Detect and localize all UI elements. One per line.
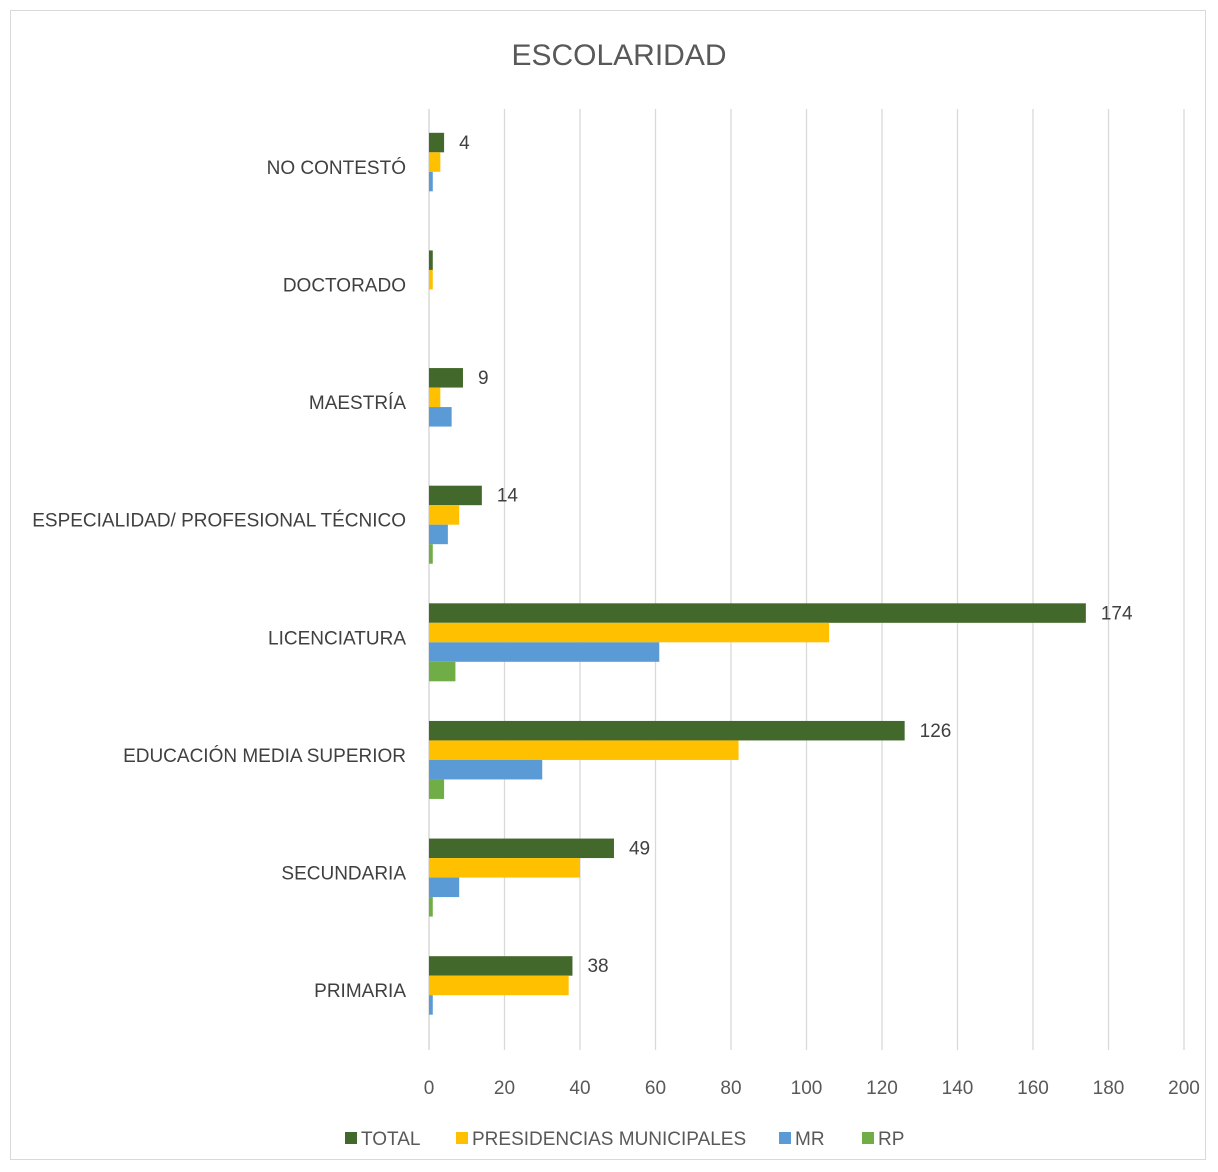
- x-tick-label: 200: [1168, 1078, 1200, 1099]
- x-tick-label: 180: [1093, 1078, 1125, 1099]
- category-label: ESPECIALIDAD/ PROFESIONAL TÉCNICO: [32, 511, 406, 532]
- gridlines: [428, 109, 1185, 1050]
- legend-label-rp: RP: [878, 1129, 904, 1150]
- bar-mr: [429, 759, 543, 780]
- data-label: 126: [920, 721, 952, 742]
- bar-mr: [429, 642, 660, 662]
- x-axis-tick-labels: 0 20 40 60 80 100 120 140 160 180 200: [424, 1078, 1200, 1099]
- category-label: MAESTRÍA: [309, 393, 406, 414]
- bar-presidencias-municipales: [429, 505, 460, 525]
- category-label: NO CONTESTÓ: [267, 157, 406, 179]
- bar-total: [429, 250, 433, 270]
- data-label: 49: [629, 839, 650, 860]
- bar-mr: [429, 407, 452, 427]
- bar-total: [429, 838, 614, 859]
- bar-presidencias-municipales: [429, 740, 739, 760]
- x-tick-label: 80: [720, 1078, 741, 1099]
- bar-presidencias-municipales: [429, 387, 441, 408]
- bar-total: [429, 603, 1086, 623]
- category-label: DOCTORADO: [283, 275, 406, 296]
- legend-swatch-presidencias-municipales: [456, 1132, 468, 1144]
- x-tick-label: 120: [866, 1078, 898, 1099]
- x-tick-label: 60: [645, 1078, 666, 1099]
- bar-mr: [429, 995, 433, 1015]
- category-label: LICENCIATURA: [268, 628, 406, 649]
- x-tick-label: 40: [569, 1078, 590, 1099]
- bar-presidencias-municipales: [429, 975, 569, 996]
- x-tick-label: 100: [791, 1078, 823, 1099]
- bar-mr: [429, 877, 460, 898]
- chart-area: [10, 10, 1206, 1160]
- bar-total: [429, 368, 463, 388]
- x-tick-label: 20: [494, 1078, 515, 1099]
- bar-rp: [429, 897, 433, 917]
- bar-total: [429, 720, 905, 741]
- category-label: SECUNDARIA: [281, 864, 406, 885]
- legend-swatch-mr: [779, 1132, 791, 1144]
- category-labels: PRIMARIA SECUNDARIA EDUCACIÓN MEDIA SUPERI…: [32, 157, 406, 1002]
- data-label: 174: [1101, 603, 1133, 624]
- x-tick-label: 140: [942, 1078, 974, 1099]
- data-label: 38: [587, 956, 608, 977]
- bar-rp: [429, 661, 456, 682]
- legend: TOTAL PRESIDENCIAS MUNICIPALES MR RP: [345, 1129, 904, 1150]
- legend-label-mr: MR: [795, 1129, 825, 1150]
- bar-presidencias-municipales: [429, 858, 580, 878]
- legend-swatch-total: [345, 1132, 357, 1144]
- legend-label-presidencias-municipales: PRESIDENCIAS MUNICIPALES: [472, 1129, 746, 1150]
- data-label: 14: [497, 486, 519, 507]
- bar-mr: [429, 524, 448, 545]
- bar-presidencias-municipales: [429, 152, 441, 172]
- bar-presidencias-municipales: [429, 269, 433, 290]
- bar-rp: [429, 544, 433, 564]
- data-label: 9: [478, 368, 489, 389]
- bars: [429, 132, 1086, 1015]
- bar-presidencias-municipales: [429, 622, 830, 643]
- x-tick-label: 160: [1017, 1078, 1049, 1099]
- bar-total: [429, 485, 482, 506]
- bar-total: [429, 956, 573, 976]
- legend-swatch-rp: [862, 1132, 874, 1144]
- legend-label-total: TOTAL: [361, 1129, 420, 1150]
- data-labels: 38 49 126 174 14 9 4: [459, 133, 1133, 977]
- category-label: EDUCACIÓN MEDIA SUPERIOR: [123, 745, 406, 767]
- bar-mr: [429, 171, 433, 192]
- bar-rp: [429, 779, 445, 799]
- x-tick-label: 0: [424, 1078, 435, 1099]
- chart-title: ESCOLARIDAD: [511, 39, 726, 72]
- data-label: 4: [459, 133, 470, 154]
- category-label: PRIMARIA: [314, 981, 406, 1002]
- bar-total: [429, 132, 445, 153]
